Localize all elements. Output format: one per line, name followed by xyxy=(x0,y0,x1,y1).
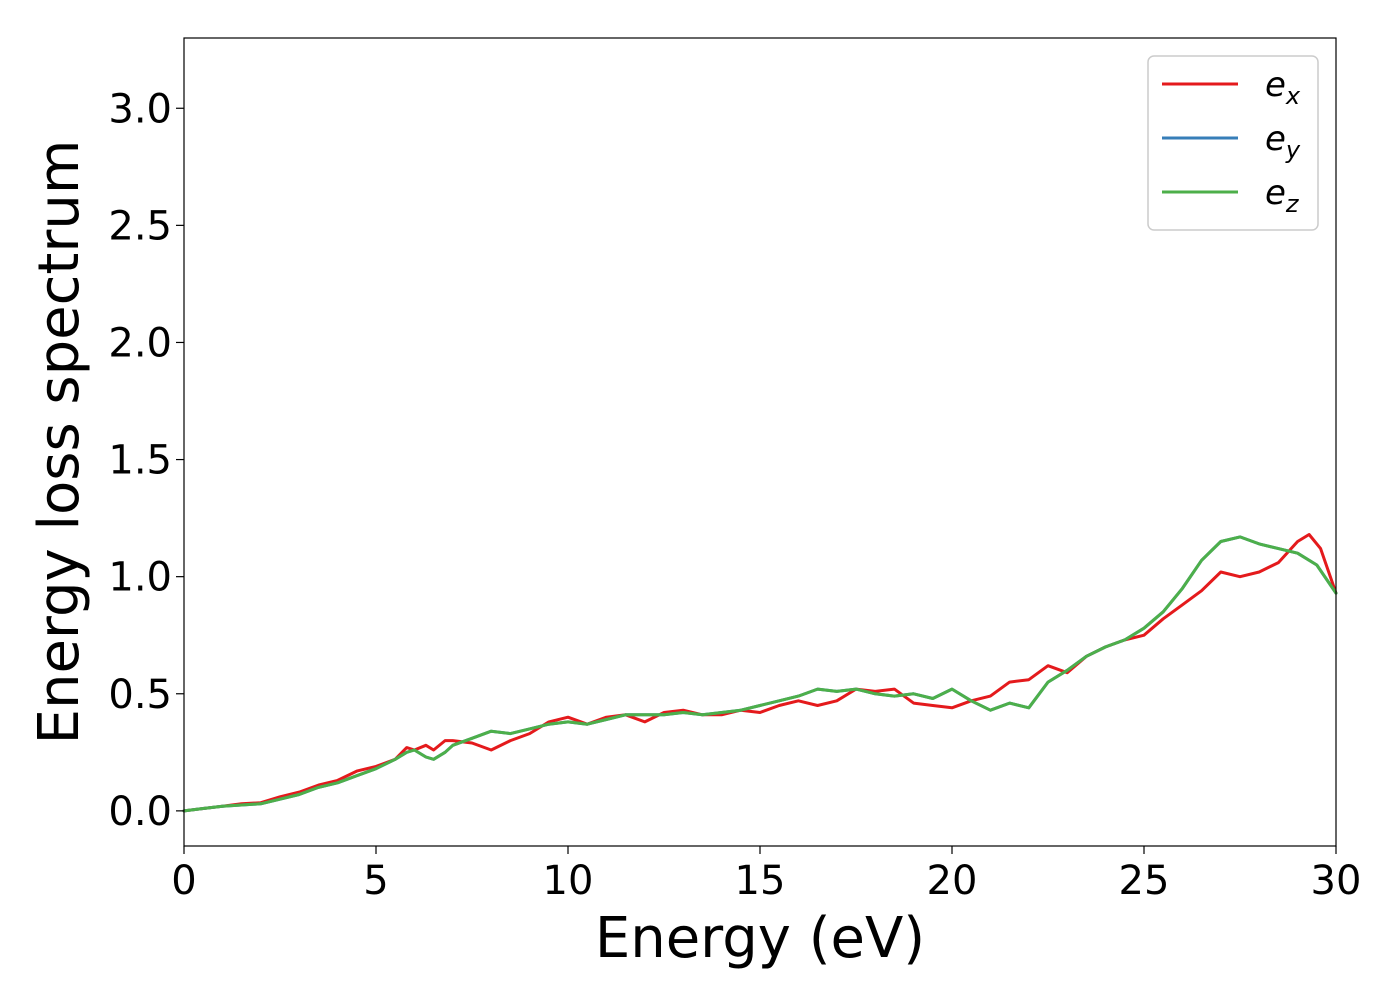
x-tick-label: 10 xyxy=(543,858,594,904)
x-tick-label: 30 xyxy=(1311,858,1362,904)
y-tick-label: 0.0 xyxy=(108,789,172,835)
y-tick-label: 0.5 xyxy=(108,672,172,718)
x-tick-label: 0 xyxy=(171,858,196,904)
legend: ex ey ez xyxy=(1147,55,1319,231)
y-axis: 0.0 0.5 1.0 1.5 2.0 2.5 3.0 xyxy=(108,86,184,835)
x-tick-label: 20 xyxy=(927,858,978,904)
y-tick-label: 1.5 xyxy=(108,438,172,484)
legend-label-x: ex xyxy=(1265,65,1301,110)
legend-label-z: ez xyxy=(1265,173,1300,218)
legend-label-y: ey xyxy=(1265,119,1301,164)
plot-lines xyxy=(182,533,1338,813)
x-tick-label: 15 xyxy=(735,858,786,904)
series-line-z xyxy=(182,535,1338,813)
y-tick-label: 3.0 xyxy=(108,86,172,132)
y-tick-label: 2.0 xyxy=(108,320,172,366)
x-axis: 0 5 10 15 20 25 30 xyxy=(171,846,1361,904)
x-axis-label: Energy (eV) xyxy=(595,906,925,971)
y-axis-label: Energy loss spectrum xyxy=(27,140,92,745)
y-tick-label: 2.5 xyxy=(108,203,172,249)
y-tick-label: 1.0 xyxy=(108,555,172,601)
x-tick-label: 25 xyxy=(1119,858,1170,904)
x-tick-label: 5 xyxy=(363,858,388,904)
legend-box xyxy=(1147,55,1319,231)
